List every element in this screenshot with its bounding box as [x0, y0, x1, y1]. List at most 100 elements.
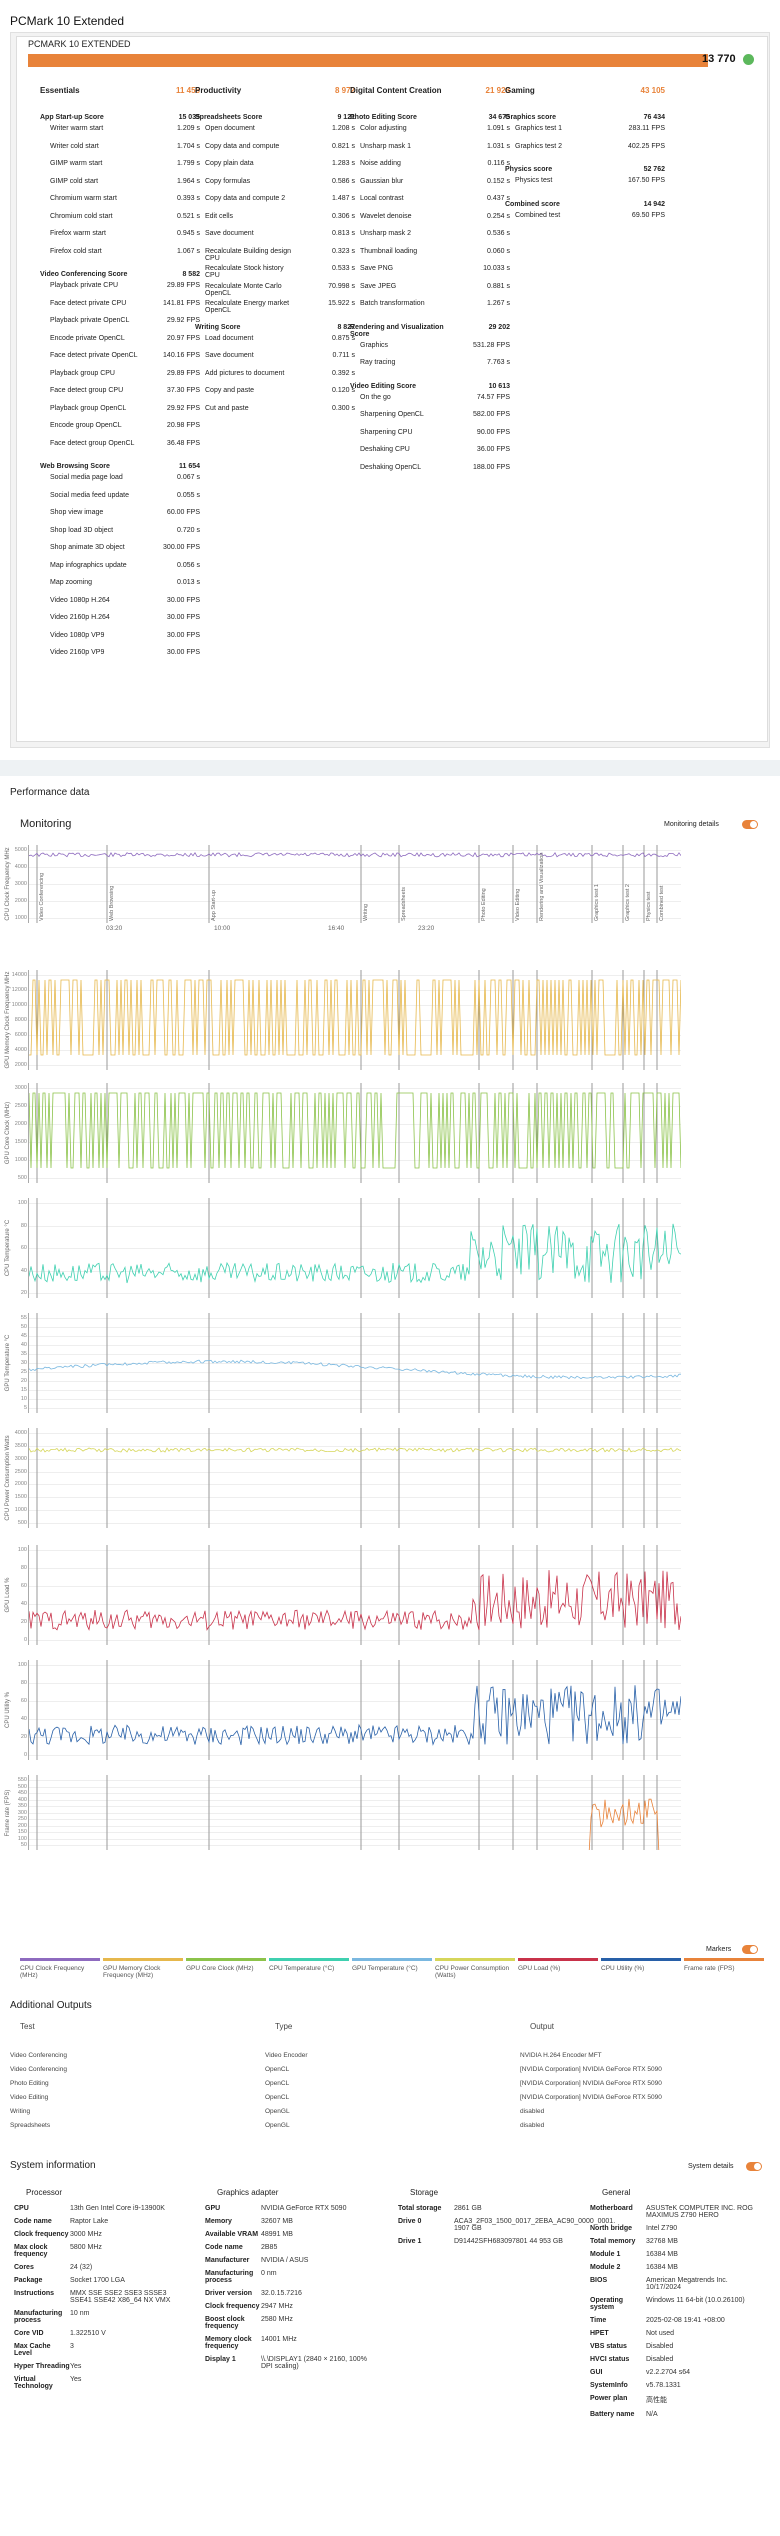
- chart-tick-label: 550: [17, 1777, 27, 1783]
- chart-plot: [29, 1083, 681, 1183]
- score-row: Video 1080p VP9 30.00 FPS: [40, 632, 200, 650]
- grid-line: [29, 1523, 681, 1524]
- row-label: Save document: [205, 352, 254, 359]
- marker-label: Rendering and Visualization: [539, 852, 545, 921]
- row-value: 1.487 s: [332, 195, 355, 202]
- system-title: System information: [10, 2160, 96, 2171]
- system-key: Driver version: [205, 2290, 253, 2297]
- score-row: Physics test 167.50 FPS: [505, 177, 665, 195]
- group-name: Writing Score: [195, 323, 241, 331]
- row-label: Graphics test 1: [515, 125, 563, 132]
- row-value: 0.300 s: [332, 404, 355, 412]
- row-value: 0.120 s: [332, 387, 355, 394]
- score-row: Recalculate Monte Carlo OpenCL 70.998 s: [195, 283, 355, 301]
- monitoring-details-toggle[interactable]: [742, 820, 758, 829]
- system-value: 32607 MB: [261, 2218, 293, 2225]
- grid-line: [29, 1665, 681, 1666]
- row-label: Shop view image: [50, 509, 104, 516]
- row-value: 1.964 s: [177, 177, 200, 185]
- score-row: Deshaking CPU 36.00 FPS: [350, 446, 510, 464]
- row-value: 10.033 s: [483, 265, 510, 272]
- grid-line: [29, 1683, 681, 1684]
- system-key: Manufacturing process: [14, 2310, 63, 2324]
- chart-plot: [29, 845, 681, 923]
- row-value: 531.28 FPS: [473, 341, 510, 349]
- system-row: Operating system Windows 11 64-bit (10.0.…: [590, 2297, 756, 2311]
- chart-panel: GPU Memory Clock Frequency MHz 14000 12000…: [5, 970, 681, 1070]
- outputs-title: Additional Outputs: [10, 2000, 92, 2011]
- markers-toggle[interactable]: [742, 1945, 758, 1954]
- group-score: 14 942: [643, 200, 665, 208]
- system-row: North bridge Intel Z790: [590, 2225, 756, 2232]
- system-row: Total storage 2861 GB: [398, 2205, 564, 2212]
- grid-line: [29, 850, 681, 851]
- column-header: Digital Content Creation 21 928: [350, 86, 510, 106]
- row-label: Playback private OpenCL: [50, 317, 130, 324]
- score-row: Map zooming 0.013 s: [40, 579, 200, 597]
- row-label: Writer warm start: [50, 125, 104, 132]
- system-key: Total memory: [590, 2238, 636, 2245]
- marker-label: Photo Editing: [481, 888, 487, 921]
- group-name: Physics score: [505, 166, 553, 173]
- system-value: 2861 GB: [454, 2205, 482, 2212]
- system-row: Boost clock frequency 2580 MHz: [205, 2316, 371, 2330]
- outputs-header: Output: [530, 2022, 555, 2031]
- column-header: Productivity 8 972: [195, 86, 355, 106]
- group-header: Writing Score 8 827: [195, 324, 355, 331]
- system-value: NVIDIA GeForce RTX 5090: [261, 2205, 347, 2212]
- column-score: 43 105: [640, 86, 665, 95]
- outputs-cell: Video Editing: [10, 2094, 49, 2101]
- marker-label: App Start-up: [211, 890, 217, 921]
- outputs-cell: [NVIDIA Corporation] NVIDIA GeForce RTX …: [520, 2066, 662, 2073]
- chart-tick-label: 500: [17, 1520, 27, 1526]
- system-value: v2.2.2704 s64: [646, 2369, 690, 2376]
- system-value: 0 nm: [261, 2270, 277, 2277]
- grid-line: [29, 1005, 681, 1006]
- row-label: Wavelet denoise: [360, 212, 412, 220]
- system-details-toggle[interactable]: [746, 2162, 762, 2171]
- row-value: 0.013 s: [177, 579, 200, 586]
- chart-tick-label: 14000: [11, 972, 27, 978]
- system-key: Virtual Technology: [14, 2376, 53, 2390]
- grid-line: [29, 1719, 681, 1720]
- row-label: Cut and paste: [205, 404, 249, 412]
- group-name: Photo Editing Score: [350, 114, 417, 121]
- column-header: Essentials 11 456: [40, 86, 200, 106]
- system-section-title: Storage: [410, 2188, 439, 2197]
- row-value: 141.81 FPS: [163, 299, 200, 307]
- score-row: Save document 0.711 s: [195, 352, 355, 370]
- series-line: [29, 851, 681, 858]
- row-label: Playback private CPU: [50, 282, 119, 289]
- score-row: Open document 1.208 s: [195, 125, 355, 143]
- group-header: Physics score 52 762: [505, 166, 665, 173]
- chart-tick-label: 0: [23, 1752, 27, 1758]
- score-row: Cut and paste 0.300 s: [195, 405, 355, 423]
- system-key: Module 1: [590, 2251, 621, 2258]
- system-key: Package: [14, 2277, 43, 2284]
- grid-line: [29, 1142, 681, 1143]
- system-section: General Motherboard ASUSTeK COMPUTER INC. …: [590, 2188, 756, 2424]
- chart-tick-label: 60: [20, 1583, 27, 1589]
- system-key: Manufacturing process: [205, 2270, 254, 2284]
- score-row: Recalculate Energy market OpenCL 15.922 s: [195, 300, 355, 318]
- row-label: Recalculate Monte Carlo OpenCL: [205, 282, 282, 297]
- performance-title: Performance data: [10, 787, 90, 798]
- row-value: 0.116 s: [487, 160, 510, 167]
- chart-panel: CPU Clock Frequency MHz 5000 4000 3000 2000 1…: [5, 845, 681, 923]
- chart-tick-label: 1000: [14, 915, 27, 921]
- system-row: Total memory 32768 MB: [590, 2238, 756, 2245]
- chart-tick-label: 35: [20, 1351, 27, 1357]
- score-row: Combined test 69.50 FPS: [505, 212, 665, 230]
- grid-line: [29, 1178, 681, 1179]
- row-value: 20.98 FPS: [166, 422, 200, 429]
- score-row: Add pictures to document 0.392 s: [195, 370, 355, 388]
- score-row: Unsharp mask 2 0.536 s: [350, 230, 510, 248]
- row-value: 29.89 FPS: [166, 369, 200, 377]
- system-value: Yes: [70, 2363, 82, 2370]
- system-key: GPU: [205, 2205, 221, 2212]
- system-key: Operating system: [590, 2297, 624, 2311]
- system-section-title: Processor: [26, 2188, 63, 2197]
- system-value: 5800 MHz: [70, 2244, 102, 2251]
- row-value: 188.00 FPS: [473, 463, 510, 471]
- row-value: 30.00 FPS: [166, 631, 200, 639]
